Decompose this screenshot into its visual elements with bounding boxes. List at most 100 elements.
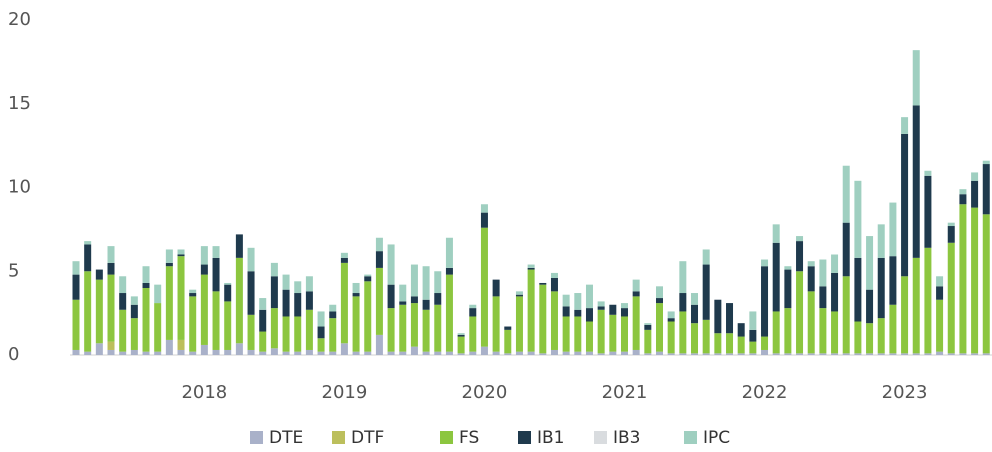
bar-segment [375,251,383,268]
bar-segment [796,241,804,272]
bar-segment [399,351,407,355]
legend-swatch [332,431,345,444]
bar-segment [434,293,442,305]
bar-segment [691,304,699,324]
bar-segment [317,351,325,355]
bar-segment [656,351,663,355]
bar-segment [854,257,862,322]
bar-segment [95,269,103,280]
bar-segment [574,309,582,317]
bar-segment [550,291,558,350]
bar-segment [866,289,874,324]
bar-segment [807,266,815,292]
bar-segment [399,301,407,305]
bar-segment [644,329,652,354]
bar-segment [154,351,162,355]
bar-segment [784,308,792,354]
bar-segment [317,338,325,352]
y-tick-label: 10 [8,177,31,198]
bar-segment [656,303,663,352]
bar-segment [107,341,115,350]
bar-segment [539,353,547,355]
bar-segment [667,318,675,322]
bar-segment [282,316,290,352]
bar-segment [375,267,383,335]
bar-segment [585,308,593,322]
bar-segment [282,274,290,290]
bar-segment [235,257,243,344]
bar-segment [550,272,558,278]
bar-segment [142,351,150,355]
bar-segment [177,249,185,255]
bar-segment [329,351,337,355]
bar-segment [294,293,302,317]
bar-segment [329,304,337,312]
bar-segment [620,316,628,352]
bar-segment [410,303,418,347]
bar-segment [469,316,477,352]
bar-segment [807,291,815,354]
bar-segment [130,349,138,355]
bar-segment [959,204,967,354]
x-tick-label: 2019 [322,382,368,403]
bar-segment [515,296,523,352]
bar-segment [667,353,675,355]
legend-label: IPC [703,428,730,448]
bar-segment [130,318,138,350]
bar-segment [632,296,640,350]
bar-segment [632,279,640,292]
bar-segment [936,286,944,300]
bar-segment [866,353,874,355]
bar-segment [445,274,453,352]
bar-segment [947,226,955,243]
bar-segment [259,309,267,332]
bar-segment [947,242,955,354]
x-tick-label: 2020 [462,382,508,403]
bar-segment [854,353,862,355]
bar-segment [515,291,523,295]
bar-segment [224,349,232,355]
bar-segment [877,257,885,319]
bar-segment [702,264,710,320]
bar-segment [679,311,687,354]
bar-segment [772,311,780,354]
bar-segment [539,282,547,285]
bar-segment [550,277,558,292]
bar-segment [235,234,243,258]
legend-swatch [594,431,607,444]
bar-segment [200,274,208,345]
bar-segment [84,241,92,245]
bar-segment [154,284,162,304]
bar-segment [854,321,862,354]
bar-segment [119,276,127,294]
bar-segment [212,291,220,350]
bar-segment [165,249,173,263]
bar-segment [842,222,850,277]
bar-segment [107,262,115,275]
bar-segment [924,353,932,355]
legend-swatch [440,431,453,444]
bar-segment [667,321,675,354]
x-tick-label: 2022 [742,382,788,403]
bar-segment [410,296,418,304]
y-tick-label: 20 [8,9,31,30]
bar-segment [340,252,348,258]
bar-segment [410,264,418,297]
bar-segment [609,351,617,355]
bar-segment [936,351,944,355]
bar-segment [422,351,430,355]
y-tick-label: 15 [8,93,31,114]
bar-segment [200,264,208,275]
bar-segment [95,279,103,344]
bar-segment [387,308,395,352]
bar-segment [352,296,360,352]
bar-segment [772,353,780,355]
bar-segment [819,308,827,354]
bar-segment [434,304,442,352]
bar-segment [422,299,430,310]
bar-segment [189,293,197,297]
bar-segment [842,165,850,223]
bar-segment [235,343,243,355]
bar-segment [305,349,313,355]
bar-segment [317,326,325,339]
